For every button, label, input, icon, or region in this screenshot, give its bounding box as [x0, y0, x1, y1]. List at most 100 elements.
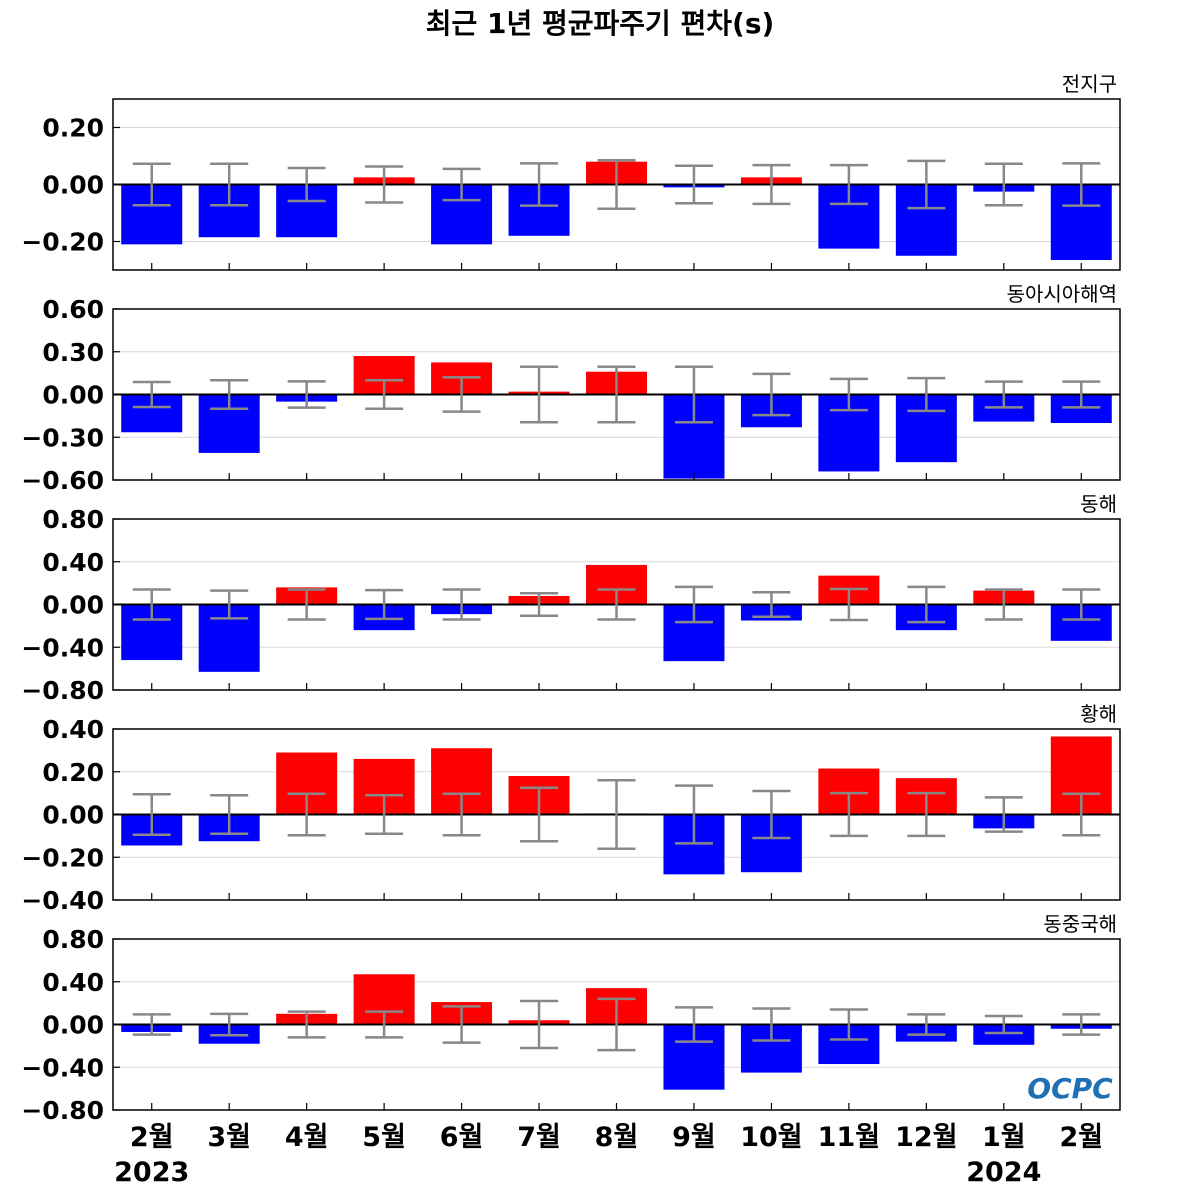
- panel-1: 전지구 −0.20 0.00 0.20: [21, 72, 1121, 271]
- y-tick-label: 0.00: [42, 381, 104, 410]
- error-bar: [597, 997, 636, 1052]
- panel-region-label: 동중국해: [1043, 912, 1117, 936]
- y-tick-label: 0.80: [42, 925, 104, 954]
- panel-5: 동중국해 −0.80 −0.40 0.00 0.40 0.80: [21, 912, 1121, 1125]
- error-bar: [442, 376, 481, 413]
- error-bar: [674, 1006, 713, 1043]
- error-bar: [210, 794, 249, 835]
- error-bar: [674, 585, 713, 624]
- error-bar: [1062, 588, 1101, 621]
- panels-group: 전지구 −0.20 0.00 0.20 동아시아해역 −0.60 −0.30 0.00 0.30…: [21, 72, 1121, 1125]
- error-bar: [365, 588, 404, 621]
- panel-frame: [112, 98, 1121, 271]
- panel-region-label: 동아시아해역: [1007, 282, 1117, 306]
- error-bar: [287, 792, 326, 837]
- error-bar: [210, 589, 249, 620]
- error-bar: [674, 784, 713, 845]
- error-bar: [597, 159, 636, 210]
- error-bar: [829, 377, 868, 412]
- error-bar: [829, 163, 868, 206]
- error-bar: [752, 372, 791, 417]
- y-tick-label: 0.20: [42, 114, 104, 143]
- error-bar: [674, 365, 713, 424]
- error-bar: [907, 585, 946, 624]
- error-bar: [984, 588, 1023, 621]
- y-tick-label: −0.80: [21, 1096, 104, 1125]
- error-bar: [907, 791, 946, 838]
- error-bar: [132, 588, 171, 621]
- error-bar: [674, 164, 713, 205]
- error-bar: [287, 380, 326, 409]
- error-bar: [752, 789, 791, 840]
- error-bar: [984, 796, 1023, 833]
- error-bar: [365, 794, 404, 835]
- panel-frame: [112, 308, 1121, 481]
- y-tick-label: 0.80: [42, 505, 104, 534]
- x-tick-label: 2월: [1059, 1122, 1103, 1153]
- bar-negative: [973, 1024, 1035, 1045]
- x-tick-label: 1월: [982, 1122, 1026, 1153]
- error-bar: [520, 999, 559, 1050]
- error-bar: [907, 159, 946, 210]
- y-tick-label: 0.40: [42, 715, 104, 744]
- panel-2: 동아시아해역 −0.60 −0.30 0.00 0.30 0.60: [21, 282, 1121, 495]
- y-tick-label: 0.00: [42, 171, 104, 200]
- error-bar: [984, 162, 1023, 207]
- x-tick-label: 3월: [207, 1122, 251, 1153]
- panel-frame: [112, 728, 1121, 901]
- error-bar: [907, 1013, 946, 1036]
- y-tick-label: 0.00: [42, 1011, 104, 1040]
- error-bar: [210, 1012, 249, 1037]
- error-bar: [752, 1007, 791, 1042]
- y-tick-label: −0.40: [21, 886, 104, 915]
- error-bar: [365, 379, 404, 410]
- error-bar: [442, 792, 481, 837]
- panel-region-label: 동해: [1080, 492, 1117, 516]
- y-tick-label: 0.30: [42, 338, 104, 367]
- y-tick-label: −0.40: [21, 633, 104, 662]
- error-bar: [597, 365, 636, 424]
- panel-4: 황해 −0.40 −0.20 0.00 0.20 0.40: [21, 702, 1121, 915]
- error-bar: [1062, 792, 1101, 837]
- error-bar: [829, 791, 868, 838]
- year-label: 2023: [114, 1157, 189, 1188]
- x-tick-label: 9월: [672, 1122, 716, 1153]
- error-bar: [829, 1008, 868, 1041]
- error-bar: [287, 1010, 326, 1039]
- panel-frame: [112, 938, 1121, 1111]
- error-bar: [752, 163, 791, 206]
- error-bar: [365, 165, 404, 204]
- panel-3: 동해 −0.80 −0.40 0.00 0.40 0.80: [21, 492, 1121, 705]
- x-tick-label: 12월: [895, 1122, 957, 1153]
- logo-text: OCPC: [1027, 1072, 1113, 1105]
- chart-title: 최근 1년 평균파주기 편차(s): [426, 7, 775, 40]
- year-label: 2024: [966, 1157, 1041, 1188]
- error-bar: [520, 786, 559, 843]
- error-bar: [984, 1014, 1023, 1035]
- panel-frame: [112, 518, 1121, 691]
- error-bar: [210, 162, 249, 207]
- y-tick-label: −0.60: [21, 466, 104, 495]
- x-axis-labels: 2월 3월 4월 5월 6월 7월 8월 9월 10월 11월 12월 1월 2월 2023 2024: [114, 1122, 1103, 1188]
- y-tick-label: −0.20: [21, 843, 104, 872]
- y-tick-label: 0.00: [42, 801, 104, 830]
- error-bar: [442, 1005, 481, 1044]
- y-tick-label: 0.40: [42, 548, 104, 577]
- x-tick-label: 11월: [818, 1122, 880, 1153]
- error-bar: [984, 380, 1023, 409]
- y-tick-label: 0.00: [42, 591, 104, 620]
- error-bar: [287, 166, 326, 203]
- x-tick-label: 5월: [362, 1122, 406, 1153]
- ocpc-logo: OCPC: [1027, 1072, 1113, 1105]
- error-bar: [442, 167, 481, 202]
- error-bar: [365, 1010, 404, 1039]
- y-tick-label: 0.20: [42, 758, 104, 787]
- y-tick-label: −0.20: [21, 228, 104, 257]
- error-bar: [597, 779, 636, 850]
- x-tick-label: 6월: [440, 1122, 484, 1153]
- x-tick-label: 7월: [517, 1122, 561, 1153]
- error-bar: [1062, 1013, 1101, 1036]
- error-bar: [520, 365, 559, 424]
